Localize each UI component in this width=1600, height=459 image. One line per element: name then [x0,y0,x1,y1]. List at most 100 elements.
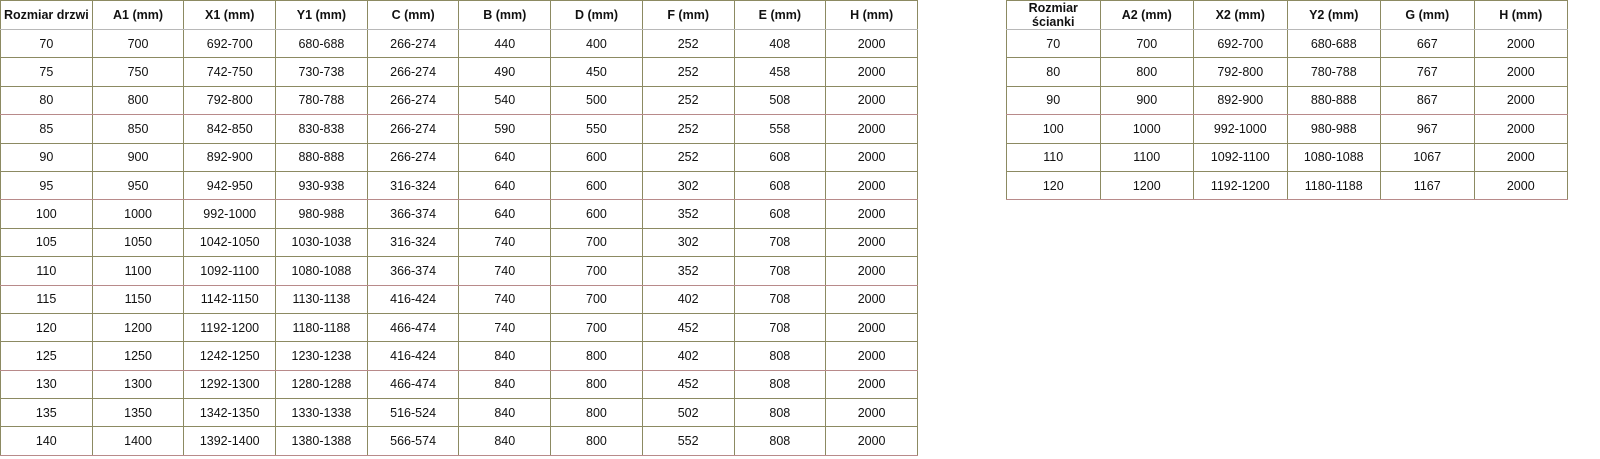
table-cell: 867 [1380,85,1475,116]
table-cell: 1200 [91,312,185,343]
table-cell: 502 [641,398,735,428]
table-cell: 640 [458,170,552,201]
table-cell: 2000 [825,341,918,371]
table-cell: 402 [641,284,735,314]
table-cell: 780-788 [275,85,368,116]
table-cell: 700 [91,28,185,59]
table-cell: 408 [733,28,827,59]
table-cell: 2000 [825,256,918,286]
table-cell: 1130-1138 [275,284,368,314]
table-cell: 692-700 [1193,28,1288,59]
table-row: 90 900 892-900 880-888 867 2000 [1006,85,1568,116]
table-cell: 1042-1050 [183,227,277,258]
table-cell: 2000 [825,85,918,116]
table-cell: 608 [733,170,827,201]
table-cell: 2000 [1473,142,1568,172]
table-cell: 792-800 [1193,57,1288,87]
table-cell: 1150 [91,284,185,314]
table-cell: 700 [550,256,643,286]
table-cell: 1350 [91,398,185,428]
table-cell: 266-274 [366,85,460,116]
table-cell: 950 [91,170,185,201]
table-cell: 266-274 [366,142,460,172]
table-cell: 1092-1100 [1193,142,1288,172]
table-cell: 800 [550,369,643,400]
table-cell: 600 [550,142,643,172]
table-cell: 1192-1200 [183,312,277,343]
column-header: Y2 (mm) [1286,0,1381,30]
table-cell: 1080-1088 [1286,142,1381,172]
table-cell: 930-938 [275,170,368,201]
table-cell: 120 [0,312,93,343]
table-cell: 808 [733,426,827,456]
table-row: 110 1100 1092-1100 1080-1088 1067 2000 [1006,142,1568,172]
table-row: 85 850 842-850 830-838 266-274 590 550 252 558 20… [0,114,918,144]
table-cell: 640 [458,142,552,172]
table-cell: 1180-1188 [275,312,368,343]
table-cell: 95 [0,170,93,201]
table-row: 100 1000 992-1000 980-988 967 2000 [1006,114,1568,144]
table-cell: 2000 [1473,57,1568,87]
table-cell: 458 [733,57,827,87]
table-cell: 2000 [825,170,918,201]
table-cell: 266-274 [366,114,460,144]
table-cell: 1080-1088 [275,256,368,286]
table-cell: 80 [0,85,93,116]
table-cell: 566-574 [366,426,460,456]
table-cell: 708 [733,227,827,258]
table-cell: 135 [0,398,93,428]
table-cell: 892-900 [183,142,277,172]
table-cell: 608 [733,142,827,172]
table-cell: 100 [1006,114,1101,144]
table-cell: 500 [550,85,643,116]
column-header: H (mm) [1473,0,1568,30]
table-cell: 466-474 [366,369,460,400]
table-cell: 808 [733,341,827,371]
table-cell: 708 [733,284,827,314]
table-cell: 2000 [825,114,918,144]
table-row: 80 800 792-800 780-788 266-274 540 500 252 508 20… [0,85,918,116]
table-row: 90 900 892-900 880-888 266-274 640 600 252 608 20… [0,142,918,172]
table-cell: 600 [550,170,643,201]
column-header: F (mm) [641,0,735,30]
table-cell: 590 [458,114,552,144]
table-cell: 1230-1238 [275,341,368,371]
column-header: E (mm) [733,0,827,30]
table-cell: 967 [1380,114,1475,144]
table-cell: 1000 [1099,114,1194,144]
table-cell: 450 [550,57,643,87]
table-row: 125 1250 1242-1250 1230-1238 416-424 840 800 40… [0,341,918,371]
table-row: 110 1100 1092-1100 1080-1088 366-374 740 700 35… [0,256,918,286]
table-cell: 992-1000 [1193,114,1288,144]
table-cell: 708 [733,312,827,343]
column-header: G (mm) [1380,0,1475,30]
table-cell: 416-424 [366,341,460,371]
table-cell: 400 [550,28,643,59]
table-cell: 252 [641,114,735,144]
table-cell: 90 [0,142,93,172]
table-row: 95 950 942-950 930-938 316-324 640 600 302 608 20… [0,170,918,201]
table-row: 140 1400 1392-1400 1380-1388 566-574 840 800 55… [0,426,918,456]
table-cell: 490 [458,57,552,87]
table-cell: 1100 [91,256,185,286]
table-cell: 1300 [91,369,185,400]
table-cell: 366-374 [366,256,460,286]
table-cell: 1342-1350 [183,398,277,428]
column-header: A2 (mm) [1099,0,1194,30]
table-cell: 85 [0,114,93,144]
table-row: 120 1200 1192-1200 1180-1188 1167 2000 [1006,170,1568,201]
table-row: 70 700 692-700 680-688 266-274 440 400 252 408 20… [0,28,918,59]
table-row: 100 1000 992-1000 980-988 366-374 640 600 352 60… [0,199,918,229]
table-cell: 1242-1250 [183,341,277,371]
table-cell: 840 [458,426,552,456]
table-cell: 780-788 [1286,57,1381,87]
table-cell: 700 [550,284,643,314]
table-cell: 2000 [825,426,918,456]
table-row: 70 700 692-700 680-688 667 2000 [1006,28,1568,59]
table-cell: 800 [550,341,643,371]
table-cell: 840 [458,369,552,400]
table-cell: 402 [641,341,735,371]
table-cell: 352 [641,256,735,286]
table-cell: 80 [1006,57,1101,87]
table-cell: 2000 [825,369,918,400]
